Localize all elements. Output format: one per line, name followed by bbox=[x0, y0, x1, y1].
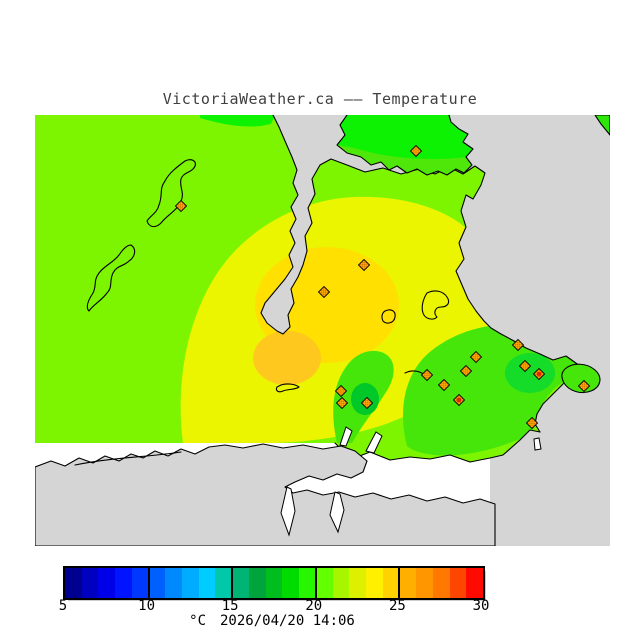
colorbar-tick-label: 20 bbox=[305, 598, 323, 614]
station-marker[interactable] bbox=[469, 350, 483, 364]
station-marker[interactable] bbox=[525, 416, 539, 430]
station-marker[interactable] bbox=[360, 396, 374, 410]
colorbar-tick-line bbox=[147, 568, 150, 598]
colorbar-tick-label: 15 bbox=[221, 598, 239, 614]
unit-label: °C bbox=[189, 613, 206, 629]
colorbar-segment bbox=[365, 568, 383, 598]
page-title: VictoriaWeather.ca —— Temperature bbox=[162, 90, 478, 108]
stations-layer bbox=[174, 144, 591, 430]
colorbar-tick-label: 30 bbox=[472, 598, 490, 614]
station-marker[interactable] bbox=[459, 364, 473, 378]
colorbar-segment bbox=[416, 568, 433, 598]
colorbar-segment bbox=[98, 568, 116, 598]
colorbar-segment bbox=[382, 568, 400, 598]
colorbar-segment bbox=[115, 568, 132, 598]
colorbar-tick-label: 5 bbox=[58, 598, 68, 614]
colorbar-segment bbox=[265, 568, 283, 598]
station-marker[interactable] bbox=[334, 384, 348, 398]
datetime-label: 2026/04/20 14:06 bbox=[220, 613, 355, 629]
station-marker[interactable] bbox=[174, 199, 188, 213]
colorbar-segment bbox=[399, 568, 417, 598]
station-marker[interactable] bbox=[409, 144, 423, 158]
colorbar-segment bbox=[282, 568, 300, 598]
colorbar-segment bbox=[81, 568, 99, 598]
station-marker[interactable] bbox=[452, 393, 466, 407]
colorbar-segment bbox=[165, 568, 183, 598]
island-salt-spring bbox=[336, 114, 474, 176]
station-marker[interactable] bbox=[317, 285, 331, 299]
colorbar-segment bbox=[65, 568, 82, 598]
station-marker[interactable] bbox=[532, 367, 546, 381]
colorbar-segment bbox=[432, 568, 450, 598]
colorbar-segment bbox=[215, 568, 233, 598]
colorbar-tick-line bbox=[398, 568, 401, 598]
station-marker[interactable] bbox=[437, 378, 451, 392]
colorbar-segment bbox=[299, 568, 316, 598]
colorbar-segment bbox=[248, 568, 266, 598]
colorbar bbox=[63, 566, 485, 600]
land-olympic-peninsula bbox=[34, 443, 496, 547]
colorbar-tick-label: 10 bbox=[138, 598, 156, 614]
station-marker[interactable] bbox=[420, 368, 434, 382]
colorbar-footer: °C 2026/04/20 14:06 bbox=[63, 613, 481, 629]
colorbar-segment bbox=[332, 568, 350, 598]
map-svg bbox=[34, 114, 611, 547]
station-marker[interactable] bbox=[511, 338, 525, 352]
colorbar-segment bbox=[466, 568, 483, 598]
colorbar-segment bbox=[148, 568, 166, 598]
colorbar-segment bbox=[449, 568, 467, 598]
island-ten-mile-point bbox=[561, 363, 601, 394]
station-marker[interactable] bbox=[357, 258, 371, 272]
station-marker[interactable] bbox=[335, 396, 349, 410]
no-data-mask bbox=[261, 115, 610, 546]
colorbar-segment bbox=[349, 568, 366, 598]
colorbar-segment bbox=[182, 568, 199, 598]
colorbar-tick-label: 25 bbox=[388, 598, 406, 614]
colorbar-segment bbox=[131, 568, 149, 598]
colorbar-segment bbox=[315, 568, 333, 598]
colorbar-segment bbox=[232, 568, 249, 598]
station-marker[interactable] bbox=[518, 359, 532, 373]
colorbar-tick-labels: 5 10 15 20 25 30 bbox=[59, 598, 490, 614]
station-marker[interactable] bbox=[577, 379, 591, 393]
colorbar-tick-line bbox=[314, 568, 317, 598]
colorbar-segment bbox=[198, 568, 216, 598]
island-outlines bbox=[86, 159, 542, 454]
colorbar-tick-line bbox=[231, 568, 234, 598]
map-container bbox=[34, 114, 611, 547]
